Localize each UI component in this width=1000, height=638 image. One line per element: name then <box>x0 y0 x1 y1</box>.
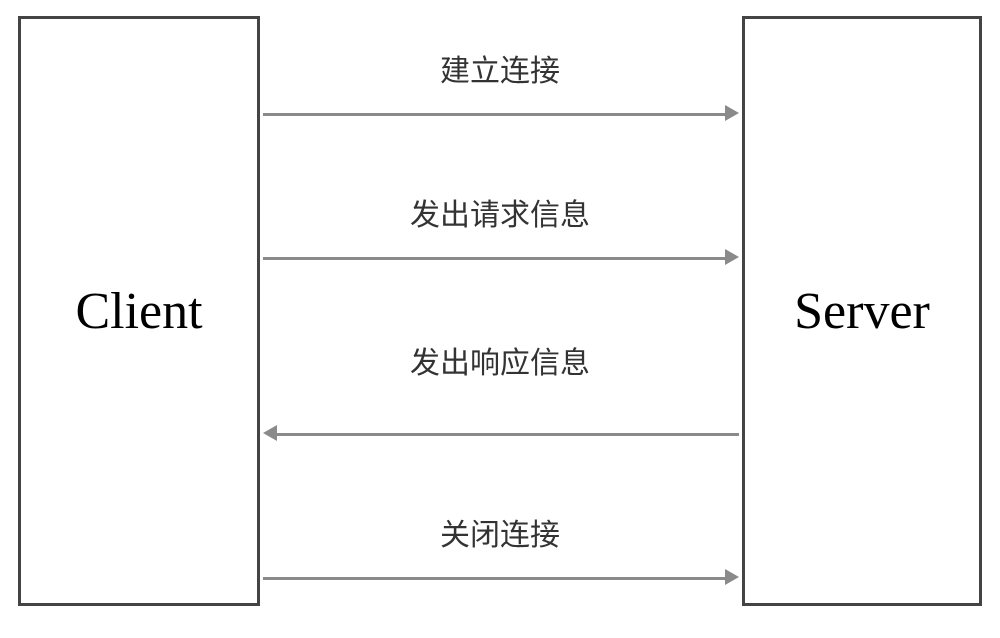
arrow-line <box>277 433 739 436</box>
arrow-head-icon <box>725 569 739 585</box>
message-label: 建立连接 <box>0 46 1000 90</box>
arrow-head-icon <box>263 425 277 441</box>
arrow-line <box>263 257 725 260</box>
server-label: Server <box>794 282 930 341</box>
arrow-line <box>263 577 725 580</box>
message-label: 发出响应信息 <box>0 338 1000 382</box>
arrow-head-icon <box>725 249 739 265</box>
client-label: Client <box>75 282 202 341</box>
message-label: 发出请求信息 <box>0 190 1000 234</box>
arrow-line <box>263 113 725 116</box>
arrow-head-icon <box>725 105 739 121</box>
message-label: 关闭连接 <box>0 510 1000 554</box>
